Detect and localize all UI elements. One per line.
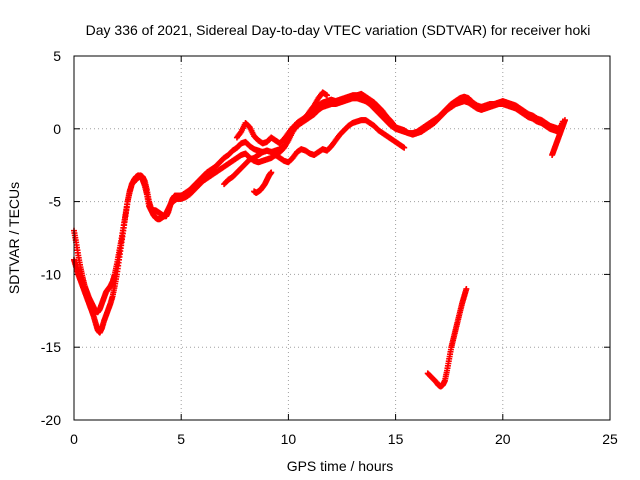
series-short-segment [251,169,275,196]
series-main-b [71,95,566,336]
plot-area [71,89,568,390]
data-point [268,169,275,176]
y-tick-label: 0 [53,121,61,137]
plot-frame [73,55,611,421]
y-tick-label: -10 [41,266,61,282]
x-tick-label: 0 [70,431,78,447]
x-tick-label: 5 [177,431,185,447]
y-tick-label: -5 [49,194,62,210]
series-isolated-track [424,285,470,390]
y-tick-label: 5 [53,48,61,64]
y-axis-label: SDTVAR / TECUs [6,182,22,294]
chart-title: Day 336 of 2021, Sidereal Day-to-day VTE… [86,22,591,38]
grid-lines [74,56,610,420]
x-axis-label: GPS time / hours [287,458,394,474]
series-main-a [71,90,566,316]
x-tick-label: 10 [281,431,297,447]
data-point [401,144,408,151]
data-point [323,92,330,99]
series-lower-branch [221,117,408,188]
data-point [561,117,568,124]
series-tail-dip [549,117,568,159]
x-tick-label: 20 [495,431,511,447]
x-tick-label: 25 [602,431,618,447]
y-tick-label: -15 [41,339,61,355]
y-tick-label: -20 [41,412,61,428]
x-tick-label: 15 [388,431,404,447]
data-point [463,285,470,292]
series-upper-branch [233,89,330,147]
